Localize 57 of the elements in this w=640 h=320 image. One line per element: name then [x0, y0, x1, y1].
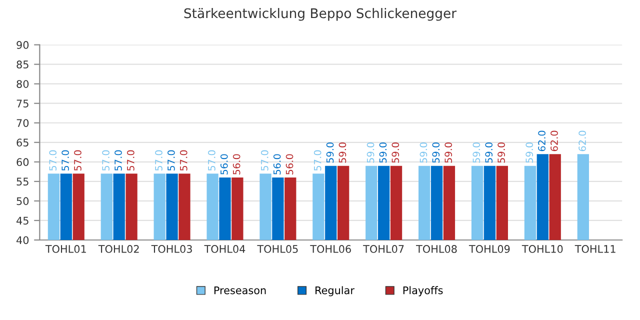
y-tick-label: 60: [16, 158, 29, 166]
data-label: 59.0: [444, 142, 452, 163]
data-label: 59.0: [366, 142, 374, 163]
y-tick-label: 85: [16, 60, 28, 68]
x-tick-label: TOHL06: [310, 245, 351, 253]
data-label: 57.0: [260, 150, 268, 171]
data-label: 56.0: [273, 154, 281, 174]
data-label: 59.0: [420, 142, 428, 163]
data-label: 62.0: [538, 130, 546, 152]
data-label: 62.0: [578, 130, 586, 152]
y-tick-label: 55: [16, 178, 28, 186]
data-label: 57.0: [168, 150, 175, 171]
x-tick-label: TOHL10: [522, 245, 563, 253]
x-tick-label: TOHL03: [151, 245, 192, 253]
data-label: 62.0: [550, 130, 558, 152]
x-tick-label: TOHL04: [204, 245, 246, 253]
y-tick-label: 40: [16, 236, 29, 244]
data-label: 59.0: [326, 142, 334, 163]
data-label: 59.0: [472, 142, 480, 163]
data-label: 57.0: [180, 150, 188, 171]
legend-label: Preseason: [214, 286, 266, 294]
y-tick-label: 90: [16, 41, 29, 49]
chart-title: Stärkeentwicklung Beppo Schlickenegger: [184, 8, 457, 21]
data-label: 57.0: [49, 150, 57, 171]
data-label: 59.0: [498, 142, 505, 163]
data-label: 56.0: [220, 154, 228, 174]
legend-label: Regular: [316, 286, 354, 296]
x-tick-label: TOHL08: [416, 245, 457, 253]
data-label: 57.0: [155, 150, 162, 171]
data-label: 57.0: [314, 150, 322, 171]
y-tick-label: 80: [16, 80, 29, 88]
data-label: 57.0: [102, 150, 110, 171]
x-tick-label: TOHL05: [257, 245, 298, 253]
x-tick-label: TOHL11: [574, 245, 616, 253]
x-tick-label: TOHL01: [45, 245, 86, 253]
data-label: 57.0: [208, 150, 216, 171]
data-label: 57.0: [62, 150, 69, 171]
data-label: 56.0: [232, 154, 240, 174]
legend-label: Playoffs: [403, 286, 443, 296]
data-label: 59.0: [485, 142, 493, 163]
x-tick-label: TOHL02: [98, 245, 139, 253]
data-label: 57.0: [114, 150, 122, 171]
data-label: 56.0: [286, 154, 294, 174]
y-tick-label: 75: [16, 100, 28, 108]
data-label: 57.0: [74, 150, 82, 171]
data-label: 59.0: [379, 142, 387, 163]
data-label: 59.0: [526, 142, 534, 163]
y-tick-label: 50: [16, 197, 29, 206]
y-tick-label: 45: [16, 216, 28, 225]
data-label: 57.0: [127, 150, 134, 171]
data-label: 59.0: [392, 142, 400, 163]
y-tick-label: 70: [16, 119, 29, 127]
x-tick-label: TOHL09: [468, 245, 510, 253]
x-tick-label: TOHL07: [363, 245, 404, 253]
data-label: 59.0: [338, 142, 346, 163]
data-label: 59.0: [432, 142, 440, 163]
y-tick-label: 65: [16, 138, 28, 147]
